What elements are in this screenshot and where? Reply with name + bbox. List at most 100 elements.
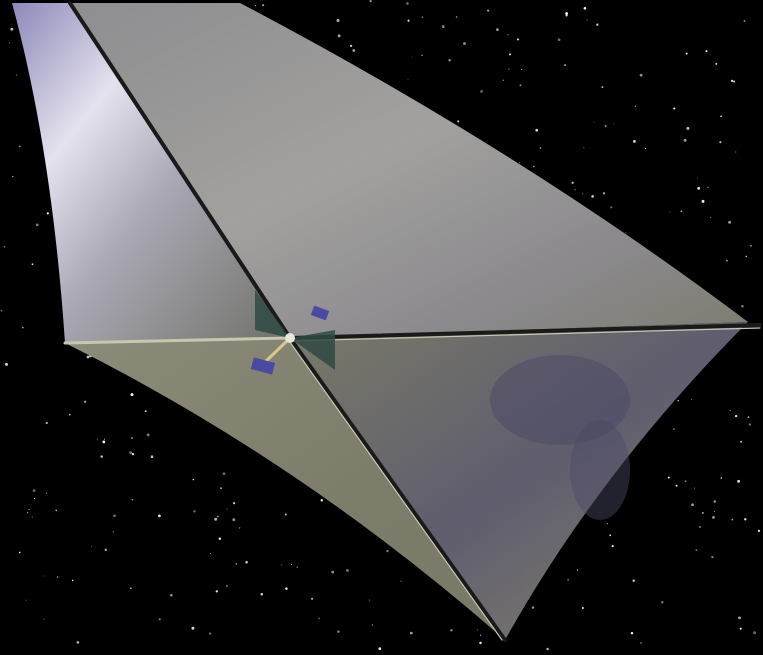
star: [232, 518, 236, 522]
star: [192, 478, 195, 481]
star: [609, 534, 612, 537]
star: [701, 199, 705, 203]
star: [685, 52, 688, 55]
star: [684, 480, 687, 483]
star: [130, 393, 134, 397]
star: [745, 255, 747, 258]
star: [378, 647, 382, 651]
star: [633, 140, 636, 143]
star: [476, 629, 478, 631]
star: [352, 49, 356, 52]
star: [25, 599, 27, 601]
star: [216, 515, 219, 518]
star: [130, 437, 133, 439]
star: [479, 641, 482, 645]
boom: [288, 323, 762, 340]
star: [743, 20, 746, 22]
star: [8, 42, 10, 44]
star: [601, 86, 604, 89]
star: [46, 212, 49, 215]
star: [336, 19, 340, 22]
star: [669, 211, 671, 213]
star: [740, 440, 743, 443]
star: [729, 410, 731, 411]
star: [284, 513, 287, 516]
star: [31, 516, 33, 518]
star: [43, 618, 45, 620]
star: [150, 455, 154, 459]
star: [744, 518, 747, 521]
star: [368, 599, 370, 601]
star: [31, 263, 34, 266]
star: [407, 19, 410, 22]
star: [521, 68, 523, 70]
reflection: [570, 420, 630, 520]
star: [634, 105, 637, 107]
star: [731, 518, 734, 521]
star: [406, 2, 409, 5]
star: [531, 606, 535, 609]
star: [640, 642, 642, 644]
star: [45, 492, 48, 494]
star: [209, 552, 211, 555]
star: [730, 79, 734, 83]
star: [602, 192, 606, 195]
star: [337, 34, 341, 38]
star: [170, 593, 173, 597]
star: [741, 304, 744, 308]
sail-panel-lower-right: [290, 322, 748, 640]
star: [45, 421, 48, 425]
star: [667, 476, 670, 479]
star: [593, 121, 595, 123]
star: [86, 355, 90, 359]
star: [757, 529, 761, 533]
star: [421, 54, 423, 57]
star: [720, 477, 723, 479]
star: [583, 147, 585, 149]
star: [222, 472, 226, 476]
star: [519, 162, 520, 164]
boom: [288, 336, 507, 642]
boom-highlight: [286, 337, 503, 641]
star: [673, 107, 676, 110]
star: [563, 64, 567, 67]
star: [596, 23, 599, 26]
star: [146, 433, 150, 437]
star: [591, 195, 594, 198]
star: [369, 0, 372, 3]
star: [677, 400, 679, 402]
star: [262, 4, 265, 7]
boom-highlight: [289, 327, 761, 342]
star: [715, 62, 718, 65]
sail-panel-upper-left: [12, 3, 290, 343]
booms: [63, 1, 762, 642]
star: [225, 585, 228, 587]
star: [738, 616, 741, 620]
star: [12, 175, 14, 178]
star: [285, 587, 288, 590]
star: [345, 568, 349, 572]
star: [320, 499, 323, 502]
star: [91, 546, 93, 548]
star: [32, 489, 36, 492]
star: [604, 124, 607, 127]
star: [441, 25, 445, 29]
star: [753, 631, 757, 635]
star: [691, 503, 694, 507]
star: [33, 497, 36, 500]
star: [102, 440, 106, 444]
star: [583, 7, 587, 10]
star: [129, 451, 132, 454]
boom: [68, 1, 292, 340]
star: [639, 73, 643, 77]
star: [610, 206, 613, 209]
star: [516, 38, 520, 41]
spacecraft-mast: [260, 336, 292, 367]
star: [450, 629, 453, 632]
star: [581, 607, 584, 609]
star: [697, 186, 701, 190]
star: [565, 14, 568, 17]
star: [68, 413, 71, 416]
star: [710, 217, 712, 218]
